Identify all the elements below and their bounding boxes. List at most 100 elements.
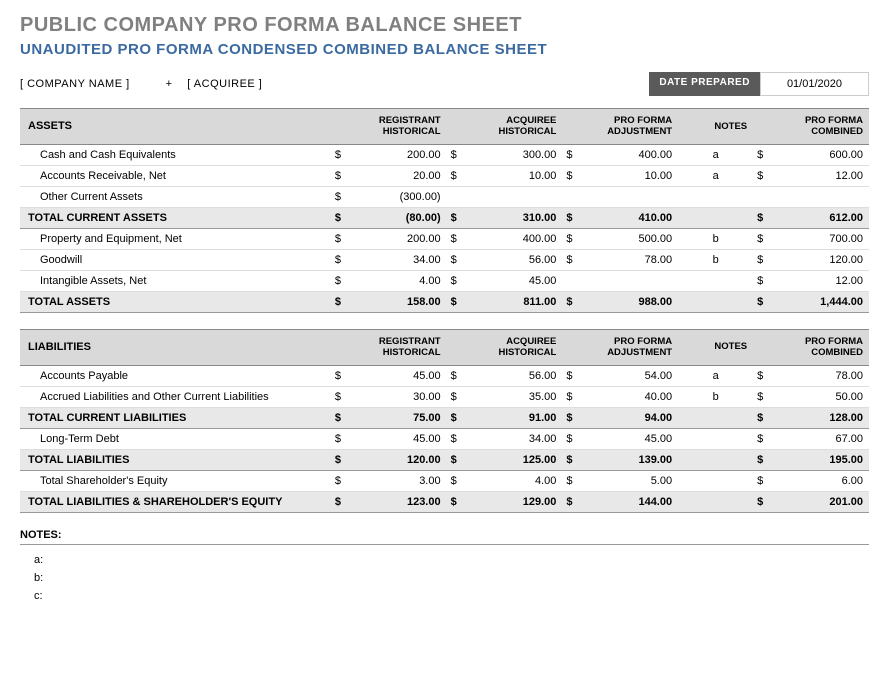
table-row: Goodwill $34.00 $56.00 $78.00 b $120.00 [20,249,869,270]
table-row: TOTAL LIABILITIES $120.00 $125.00 $139.0… [20,449,869,470]
note-line: c: [20,587,869,605]
cell-registrant: 30.00 [350,386,446,407]
col-adjustment: PRO FORMA ADJUSTMENT [562,329,678,365]
cell-registrant: 200.00 [350,228,446,249]
cell-registrant: 45.00 [350,428,446,449]
currency-symbol: $ [562,449,581,470]
currency-symbol: $ [331,386,350,407]
currency-symbol: $ [753,249,772,270]
table-row: Accrued Liabilities and Other Current Li… [20,386,869,407]
table-row: TOTAL CURRENT LIABILITIES $75.00 $91.00 … [20,407,869,428]
currency-symbol: $ [447,428,466,449]
table-row: Property and Equipment, Net $200.00 $400… [20,228,869,249]
currency-symbol: $ [562,207,581,228]
currency-symbol: $ [447,470,466,491]
cell-note: b [678,386,753,407]
cell-combined: 78.00 [772,365,869,386]
date-prepared-value[interactable]: 01/01/2020 [760,72,869,96]
page-title: PUBLIC COMPANY PRO FORMA BALANCE SHEET [20,14,869,37]
currency-symbol: $ [753,365,772,386]
acquiree-name: [ ACQUIREE ] [187,78,262,90]
currency-symbol: $ [562,407,581,428]
currency-symbol: $ [447,407,466,428]
currency-symbol: $ [447,491,466,512]
row-label: TOTAL LIABILITIES [20,449,331,470]
currency-symbol: $ [331,491,350,512]
cell-combined: 6.00 [772,470,869,491]
cell-adjustment: 400.00 [582,144,678,165]
currency-symbol: $ [331,470,350,491]
cell-combined: 12.00 [772,165,869,186]
note-line: b: [20,569,869,587]
currency-symbol: $ [331,249,350,270]
cell-acquiree: 310.00 [466,207,562,228]
currency-symbol [562,186,581,207]
row-label: Long-Term Debt [20,428,331,449]
currency-symbol: $ [753,144,772,165]
cell-adjustment [582,270,678,291]
row-label: Other Current Assets [20,186,331,207]
cell-adjustment: 5.00 [582,470,678,491]
col-registrant: REGISTRANT HISTORICAL [331,329,447,365]
cell-registrant: 4.00 [350,270,446,291]
currency-symbol [447,186,466,207]
cell-note [678,186,753,207]
currency-symbol: $ [331,228,350,249]
col-registrant: REGISTRANT HISTORICAL [331,109,447,145]
assets-table: ASSETS REGISTRANT HISTORICAL ACQUIREE HI… [20,108,869,313]
table-row: Intangible Assets, Net $4.00 $45.00 $12.… [20,270,869,291]
date-prepared-label: DATE PREPARED [649,72,760,96]
cell-acquiree: 129.00 [466,491,562,512]
cell-registrant: 158.00 [350,291,446,312]
cell-note [678,407,753,428]
col-acquiree: ACQUIREE HISTORICAL [447,329,563,365]
currency-symbol: $ [753,228,772,249]
row-label: Accounts Receivable, Net [20,165,331,186]
currency-symbol: $ [562,228,581,249]
col-combined: PRO FORMA COMBINED [753,329,869,365]
cell-acquiree: 56.00 [466,365,562,386]
currency-symbol: $ [562,249,581,270]
liabilities-header: LIABILITIES [20,329,331,365]
col-adjustment: PRO FORMA ADJUSTMENT [562,109,678,145]
currency-symbol: $ [562,491,581,512]
currency-symbol: $ [447,270,466,291]
cell-adjustment: 144.00 [582,491,678,512]
cell-note [678,470,753,491]
cell-acquiree: 4.00 [466,470,562,491]
currency-symbol: $ [562,144,581,165]
cell-registrant: 45.00 [350,365,446,386]
cell-acquiree: 35.00 [466,386,562,407]
table-row: Total Shareholder's Equity $3.00 $4.00 $… [20,470,869,491]
table-row: Accounts Payable $45.00 $56.00 $54.00 a … [20,365,869,386]
cell-note: a [678,365,753,386]
cell-adjustment: 45.00 [582,428,678,449]
currency-symbol: $ [562,365,581,386]
notes-title: NOTES: [20,529,869,545]
cell-registrant: 123.00 [350,491,446,512]
cell-note [678,491,753,512]
col-notes: NOTES [678,329,753,365]
currency-symbol: $ [331,428,350,449]
cell-acquiree: 34.00 [466,428,562,449]
liabilities-table: LIABILITIES REGISTRANT HISTORICAL ACQUIR… [20,329,869,513]
currency-symbol: $ [447,365,466,386]
meta-row: [ COMPANY NAME ] + [ ACQUIREE ] DATE PRE… [20,72,869,96]
row-label: Intangible Assets, Net [20,270,331,291]
cell-adjustment: 40.00 [582,386,678,407]
col-combined: PRO FORMA COMBINED [753,109,869,145]
cell-combined: 12.00 [772,270,869,291]
cell-registrant: (300.00) [350,186,446,207]
cell-combined: 195.00 [772,449,869,470]
assets-header: ASSETS [20,109,331,145]
currency-symbol: $ [331,270,350,291]
cell-acquiree [466,186,562,207]
cell-note: a [678,165,753,186]
cell-adjustment: 410.00 [582,207,678,228]
cell-registrant: 34.00 [350,249,446,270]
cell-registrant: 3.00 [350,470,446,491]
cell-adjustment: 94.00 [582,407,678,428]
plus-icon: + [166,78,172,90]
currency-symbol: $ [447,291,466,312]
currency-symbol: $ [447,207,466,228]
